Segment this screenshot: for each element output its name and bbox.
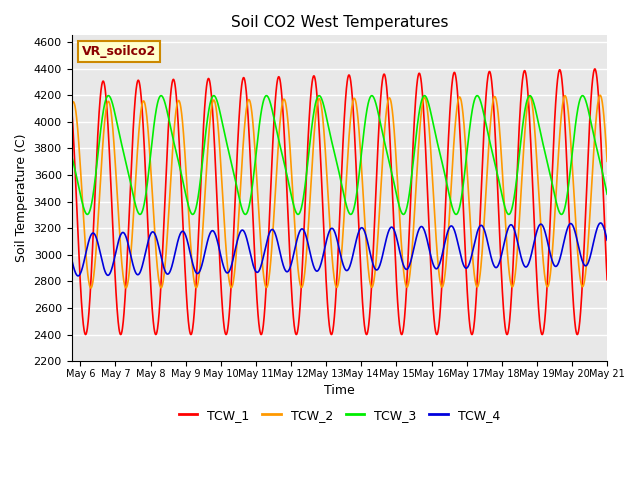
TCW_1 (314, 103, 321, 109)
TCW_1 (328, 332, 335, 337)
TCW_3 (314, 94, 322, 99)
TCW_2 (314, 98, 322, 104)
TCW_1 (604, 277, 611, 283)
Line: TCW_3: TCW_3 (72, 96, 607, 215)
TCW_2 (87, 285, 95, 291)
Legend: TCW_1, TCW_2, TCW_3, TCW_4: TCW_1, TCW_2, TCW_3, TCW_4 (173, 404, 505, 427)
TCW_3 (328, 141, 336, 146)
TCW_3 (604, 192, 611, 197)
TCW_1 (328, 330, 336, 336)
TCW_2 (328, 256, 336, 262)
TCW_4 (604, 237, 611, 243)
TCW_2 (604, 158, 611, 164)
TCW_2 (588, 179, 596, 185)
Title: Soil CO2 West Temperatures: Soil CO2 West Temperatures (230, 15, 448, 30)
TCW_3 (68, 152, 76, 158)
TCW_4 (68, 256, 76, 262)
TCW_2 (588, 184, 595, 190)
TCW_1 (68, 103, 76, 109)
TCW_4 (95, 245, 103, 251)
TCW_4 (597, 220, 605, 226)
TCW_2 (490, 96, 497, 102)
TCW_4 (314, 268, 322, 274)
TCW_3 (588, 124, 596, 130)
TCW_4 (588, 248, 595, 254)
TCW_4 (74, 273, 82, 279)
TCW_2 (95, 200, 103, 206)
X-axis label: Time: Time (324, 384, 355, 397)
TCW_3 (588, 125, 596, 131)
TCW_3 (490, 156, 498, 161)
TCW_1 (490, 102, 497, 108)
TCW_1 (588, 88, 595, 94)
TCW_4 (328, 226, 336, 231)
TCW_3 (95, 141, 103, 146)
Line: TCW_4: TCW_4 (72, 223, 607, 276)
TCW_2 (596, 92, 604, 98)
TCW_1 (95, 114, 102, 120)
TCW_3 (83, 212, 91, 217)
TCW_1 (588, 84, 596, 90)
Y-axis label: Soil Temperature (C): Soil Temperature (C) (15, 134, 28, 263)
TCW_4 (588, 247, 596, 252)
TCW_2 (68, 104, 76, 109)
Line: TCW_1: TCW_1 (72, 69, 607, 335)
Text: VR_soilco2: VR_soilco2 (82, 45, 157, 58)
Line: TCW_2: TCW_2 (72, 95, 607, 288)
TCW_1 (591, 66, 598, 72)
TCW_3 (474, 93, 481, 98)
TCW_4 (490, 262, 497, 267)
